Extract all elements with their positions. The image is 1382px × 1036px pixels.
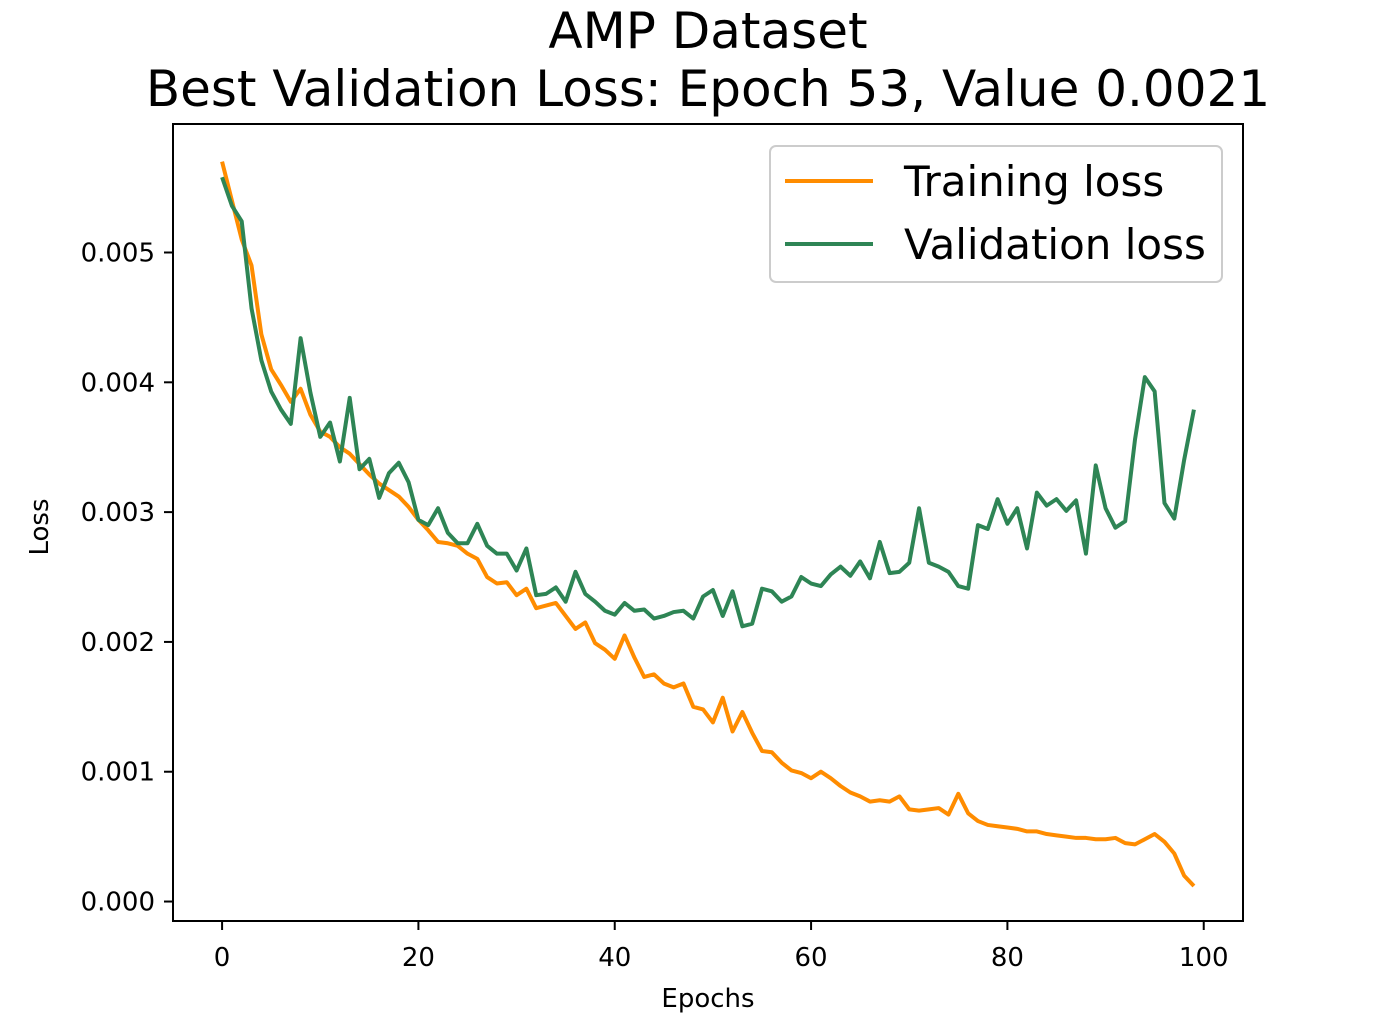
plot-frame <box>172 123 1244 922</box>
y-axis-label: Loss <box>25 498 55 555</box>
y-tick-label: 0.004 <box>81 368 155 398</box>
legend-label-training: Training loss <box>903 157 1164 206</box>
legend: Training loss Validation loss <box>769 145 1223 283</box>
x-tick-label: 60 <box>795 943 828 973</box>
x-axis-label: Epochs <box>661 984 754 1014</box>
series-layer <box>220 161 1196 888</box>
x-tick-label: 100 <box>1179 943 1229 973</box>
ticks-layer: 0 20 40 60 80 100 0.000 0.001 0.002 0.003 0.004 0.0… <box>81 239 1229 973</box>
legend-box <box>769 145 1223 283</box>
chart-title-line-2: Best Validation Loss: Epoch 53, Value 0.… <box>146 60 1270 118</box>
x-tick-label: 0 <box>214 943 231 973</box>
x-tick-label: 20 <box>402 943 435 973</box>
chart-title-line-1: AMP Dataset <box>548 2 867 60</box>
y-tick-label: 0.001 <box>81 758 155 788</box>
y-tick-label: 0.002 <box>81 628 155 658</box>
y-tick-label: 0.005 <box>81 239 155 269</box>
series-line-validation <box>220 176 1196 629</box>
x-tick-label: 80 <box>991 943 1024 973</box>
legend-label-validation: Validation loss <box>904 220 1206 269</box>
y-tick-label: 0.003 <box>81 498 155 528</box>
y-tick-label: 0.000 <box>81 888 155 918</box>
x-tick-label: 40 <box>598 943 631 973</box>
